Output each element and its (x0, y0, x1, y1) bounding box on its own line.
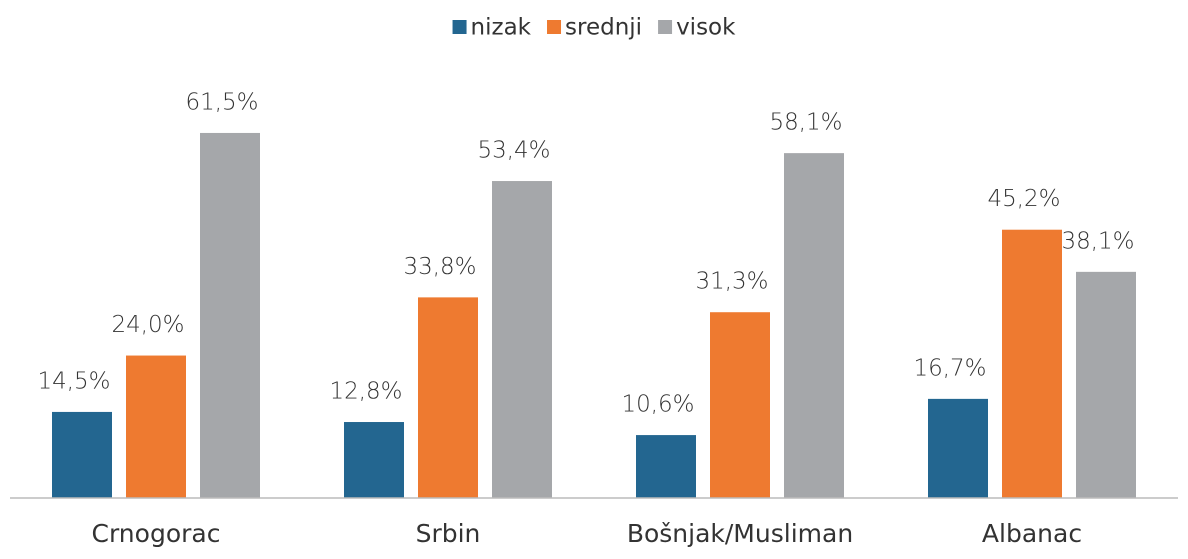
value-label: 61,5% (185, 89, 258, 115)
bar (784, 153, 844, 498)
legend-label: srednji (565, 15, 642, 41)
bar (52, 411, 112, 498)
x-tick-label: Albanac (982, 519, 1082, 548)
value-label: 38,1% (1061, 228, 1134, 254)
bar (344, 422, 404, 498)
bar (418, 297, 478, 498)
value-label: 31,3% (695, 269, 768, 295)
legend-swatch (658, 20, 673, 34)
bar (710, 312, 770, 498)
bar (928, 398, 988, 498)
legend-swatch (452, 20, 467, 34)
x-tick-label: Bošnjak/Musliman (627, 519, 853, 548)
value-label: 10,6% (621, 392, 694, 418)
value-label: 58,1% (769, 110, 842, 136)
legend: nizak srednji visok (452, 15, 736, 41)
bar (1076, 271, 1136, 498)
bar (492, 181, 552, 499)
bar (200, 132, 260, 499)
x-tick-label: Crnogorac (92, 519, 221, 548)
legend-swatch (547, 20, 562, 34)
value-label: 53,4% (477, 138, 550, 164)
value-label: 12,8% (329, 379, 402, 405)
value-label: 16,7% (913, 355, 986, 381)
value-label: 33,8% (403, 254, 476, 280)
legend-label: nizak (471, 15, 532, 41)
bar (636, 435, 696, 498)
bar (126, 355, 186, 498)
legend-label: visok (676, 15, 736, 41)
value-label: 24,0% (111, 312, 184, 338)
value-label: 45,2% (987, 186, 1060, 212)
value-label: 14,5% (37, 368, 110, 394)
x-tick-label: Srbin (416, 519, 481, 548)
bar (1002, 229, 1062, 498)
